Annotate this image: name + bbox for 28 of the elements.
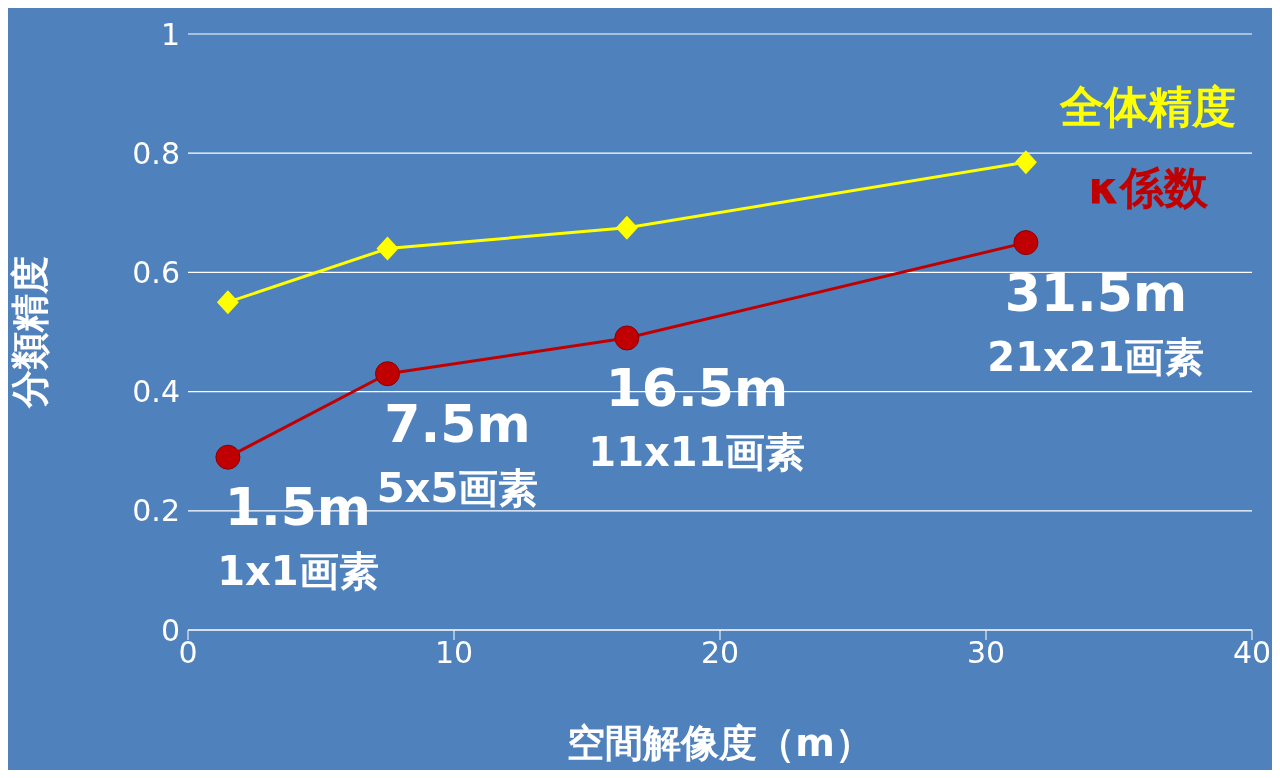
x-tick-label: 40	[1232, 635, 1272, 671]
y-tick-label: 0.8	[132, 135, 180, 171]
annotation: 11x11画素	[588, 428, 806, 475]
y-tick-label: 0	[160, 612, 180, 648]
y-tick-label: 0.4	[132, 374, 180, 410]
x-tick-label: 10	[434, 635, 474, 671]
y-axis-title: 分類精度	[8, 256, 53, 409]
point	[216, 290, 239, 315]
x-tick-label: 30	[966, 635, 1006, 671]
point	[1014, 150, 1037, 175]
series-label: 全体精度	[1058, 81, 1236, 133]
y-tick-label: 0.6	[132, 255, 180, 291]
y-tick-label: 1	[160, 16, 180, 52]
point	[215, 444, 241, 470]
annotation: 5x5画素	[376, 464, 539, 511]
point	[614, 325, 640, 351]
annotation: 7.5m	[384, 393, 531, 454]
point	[376, 236, 399, 261]
point	[1013, 230, 1039, 256]
annotation: 1x1画素	[217, 548, 379, 595]
annotation: 21x21画素	[987, 333, 1205, 380]
point	[375, 361, 400, 387]
series-label: κ係数	[1088, 161, 1209, 213]
x-axis-title: 空間解像度（m）	[567, 721, 873, 765]
y-tick-label: 0.2	[132, 493, 180, 529]
point	[615, 215, 638, 240]
annotation: 31.5m	[1004, 262, 1188, 323]
x-tick-label: 20	[700, 635, 740, 671]
